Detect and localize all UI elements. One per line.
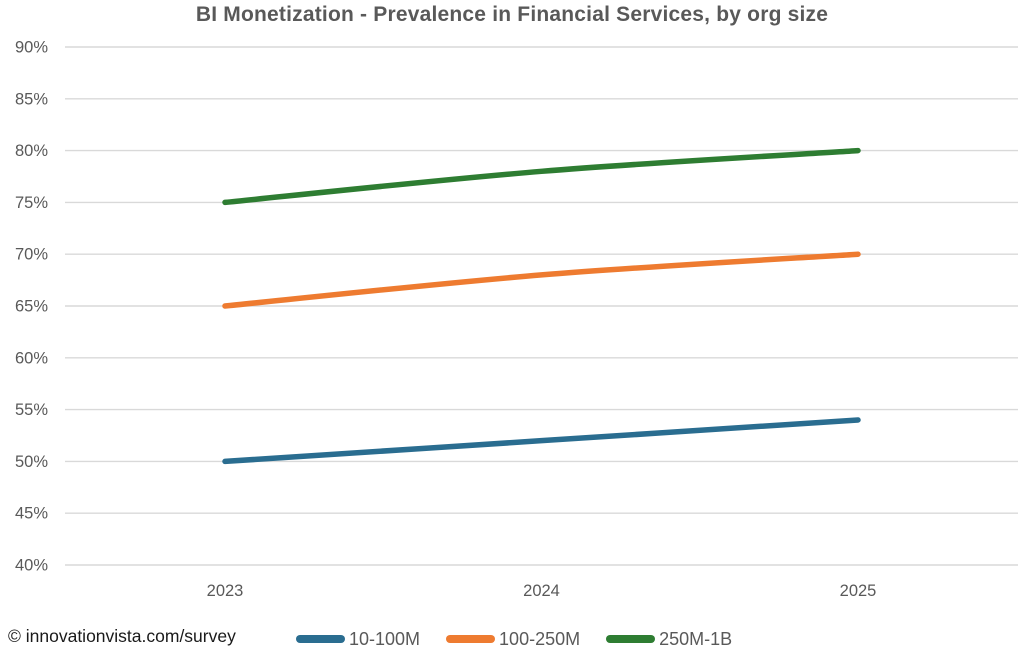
y-tick-label: 55% <box>15 401 48 419</box>
chart-title: BI Monetization - Prevalence in Financia… <box>195 3 829 26</box>
x-tick-label: 2023 <box>207 582 244 600</box>
x-tick-label: 2025 <box>840 582 877 600</box>
legend-swatch-10-100M <box>296 635 345 643</box>
legend-swatch-250M-1B <box>606 635 656 643</box>
y-axis-labels: 40% 45% 50% 55% 60% 65% 70% 75% 80% 85% 90% <box>15 39 48 575</box>
legend-item-100-250M: 100-250M <box>446 629 580 650</box>
x-tick-label: 2024 <box>523 582 560 600</box>
y-tick-label: 65% <box>15 298 48 316</box>
y-tick-label: 40% <box>15 557 48 575</box>
x-axis-labels: 2023 2024 2025 <box>207 582 877 600</box>
chart-legend: 10-100M 100-250M 250M-1B <box>296 625 732 653</box>
y-tick-label: 70% <box>15 246 48 264</box>
gridlines <box>65 46 1018 566</box>
legend-item-250M-1B: 250M-1B <box>606 629 732 650</box>
y-tick-label: 45% <box>15 505 48 523</box>
y-tick-label: 90% <box>15 39 48 57</box>
series-line-250M-1B <box>222 147 861 206</box>
legend-label: 10-100M <box>349 628 421 649</box>
legend-swatch-100-250M <box>446 635 496 643</box>
y-tick-label: 60% <box>15 349 48 367</box>
legend-label: 100-250M <box>499 628 581 649</box>
legend-label: 250M-1B <box>659 628 733 649</box>
legend-item-10-100M: 10-100M <box>296 629 420 650</box>
y-tick-label: 80% <box>15 142 48 160</box>
source-attribution: © innovationvista.com/survey <box>8 626 236 646</box>
series-line-10-100M <box>222 417 861 465</box>
y-tick-label: 50% <box>15 453 48 471</box>
y-tick-label: 75% <box>15 194 48 212</box>
series-lines <box>222 147 861 465</box>
series-line-100-250M <box>222 251 861 309</box>
y-tick-label: 85% <box>15 90 48 108</box>
